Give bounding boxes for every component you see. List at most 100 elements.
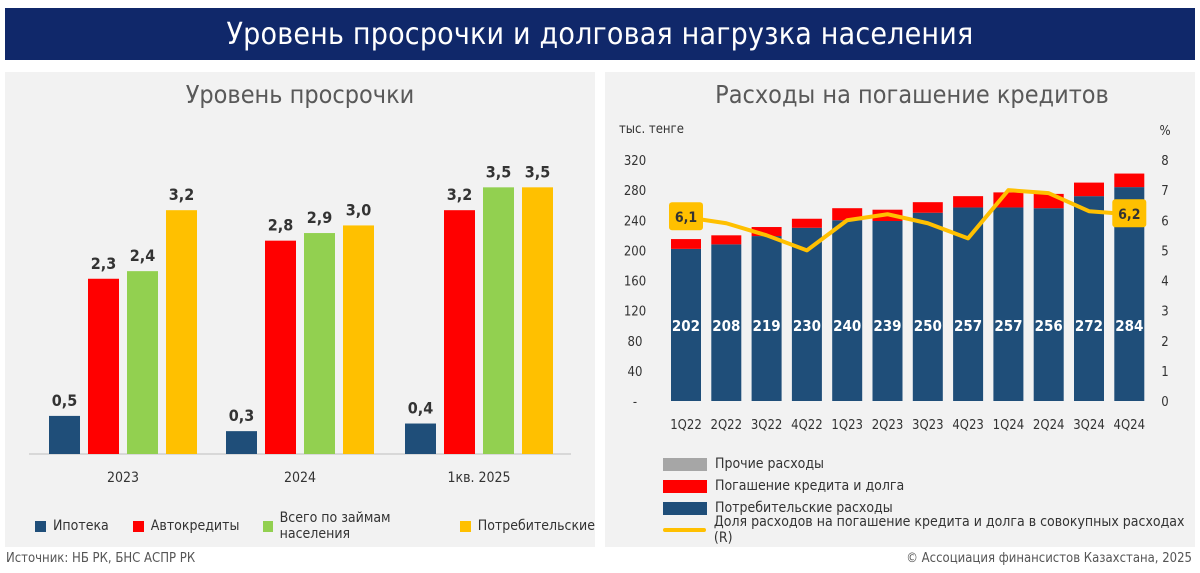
- expenses-chart: тыс. тенге % - 40 80 120 160 200 240 280 320 0 1 2 3 4 5…: [619, 122, 1171, 433]
- y-tick-label: -: [633, 395, 637, 410]
- bar-value-label: 256: [1035, 317, 1063, 335]
- y2-tick-label: 3: [1161, 305, 1168, 320]
- y-tick-label: 80: [628, 335, 643, 350]
- bar-value-label: 202: [672, 317, 700, 335]
- y2-tick-label: 8: [1161, 154, 1168, 169]
- x-tick-label: 4Q22: [791, 418, 823, 433]
- x-tick-label: 2Q22: [711, 418, 743, 433]
- stacked-bar-segment: [912, 212, 943, 401]
- legend-item-dolya: Доля расходов на погашение кредита и дол…: [663, 514, 1195, 546]
- x-tick-label: 1Q24: [993, 418, 1025, 433]
- legend-label-ipoteka: Ипотека: [53, 518, 109, 534]
- stacked-bar-segment: [751, 227, 782, 237]
- bar-value-label: 208: [712, 317, 740, 335]
- bar-value-label: 2,9: [307, 208, 333, 227]
- overdue-legend: Ипотека Автокредиты Всего по займам насе…: [35, 510, 595, 542]
- x-tick-label: 2024: [284, 470, 316, 486]
- legend-swatch-ipoteka: [35, 520, 46, 532]
- bar-value-label: 3,5: [525, 162, 551, 181]
- x-tick-label: 3Q23: [912, 418, 944, 433]
- stacked-bar-segment: [1074, 182, 1104, 197]
- x-tick-label: 3Q24: [1073, 418, 1105, 433]
- page-title: Уровень просрочки и долговая нагрузка на…: [5, 8, 1195, 60]
- bar: [483, 187, 514, 454]
- stacked-bar-segment: [1033, 208, 1064, 401]
- legend-item-vsego: Всего по займам населения: [263, 510, 435, 542]
- y-tick-label: 120: [624, 305, 646, 320]
- y2-tick-label: 1: [1161, 365, 1168, 380]
- overdue-chart: 0,5 2,3 2,4 3,2 2023 0,3 2,8 2,9 3,0 2024 0,4 3,2 3,…: [29, 162, 571, 486]
- bar-value-label: 2,4: [130, 246, 156, 265]
- stacked-bar-segment: [1114, 173, 1145, 188]
- bar-value-label: 3,2: [447, 185, 473, 204]
- bar-value-label: 0,4: [408, 399, 434, 418]
- bar-value-label: 230: [793, 317, 821, 335]
- x-tick-label: 1кв. 2025: [447, 470, 510, 486]
- source-note: Источник: НБ РК, БНС АСПР РК: [6, 551, 196, 566]
- bar-value-label: 0,5: [52, 391, 78, 410]
- x-tick-label: 1Q23: [831, 418, 863, 433]
- stacked-bar-segment: [791, 218, 822, 228]
- stacked-bar-segment: [953, 196, 984, 208]
- stacked-bar-segment: [791, 227, 822, 401]
- bar: [522, 187, 553, 454]
- stacked-bar-segment: [832, 220, 863, 401]
- legend-line-dolya: [663, 528, 706, 532]
- legend-label-prochie: Прочие расходы: [715, 456, 825, 472]
- y2-tick-label: 0: [1161, 395, 1168, 410]
- legend-label-vsego: Всего по займам населения: [279, 510, 391, 542]
- x-tick-label: 4Q24: [1114, 418, 1146, 433]
- stacked-bar-segment: [1074, 196, 1104, 401]
- legend-item-pogashenie: Погашение кредита и долга: [663, 475, 1195, 497]
- line-value-box: [669, 202, 703, 231]
- bar: [166, 210, 197, 454]
- expenses-legend: Прочие расходы Погашение кредита и долга…: [663, 453, 1195, 546]
- legend-label-potreb-rashody: Потребительские расходы: [715, 500, 893, 516]
- share-line: [685, 188, 1130, 253]
- bar-value-label: 250: [914, 317, 942, 335]
- legend-swatch-avto: [132, 520, 144, 532]
- legend-swatch-pogashenie: [663, 479, 707, 493]
- bar: [226, 431, 257, 454]
- legend-swatch-vsego: [263, 520, 273, 532]
- y-tick-label: 280: [624, 184, 646, 199]
- stacked-bar-segment: [872, 221, 903, 401]
- stacked-bar-segment: [671, 248, 701, 401]
- y-tick-label: 40: [628, 365, 643, 380]
- bar: [127, 271, 158, 454]
- bar: [405, 423, 436, 454]
- bar: [88, 278, 119, 454]
- y2-tick-label: 5: [1161, 244, 1168, 259]
- bar-value-label: 2,8: [268, 216, 294, 235]
- bar-value-label: 257: [994, 317, 1022, 335]
- bar-value-label: 3,0: [346, 200, 372, 219]
- y-tick-label: 320: [624, 154, 646, 169]
- bar-value-label: 2,3: [91, 254, 117, 273]
- legend-label-pogashenie: Погашение кредита и долга: [715, 478, 905, 494]
- bar: [49, 415, 80, 454]
- bar: [343, 225, 374, 454]
- left-axis-unit: тыс. тенге: [619, 122, 684, 137]
- x-tick-label: 1Q22: [670, 418, 702, 433]
- line-value-box: [1112, 199, 1147, 228]
- legend-item-avto: Автокредиты: [132, 510, 240, 542]
- bar-value-label: 3,2: [169, 185, 195, 204]
- bar: [444, 210, 475, 454]
- y2-tick-label: 4: [1161, 275, 1168, 290]
- expenses-chart-title: Расходы на погашение кредитов: [715, 80, 1109, 109]
- bar-value-label: 219: [753, 317, 781, 335]
- y-tick-label: 200: [624, 244, 646, 259]
- line-value-label: 6,2: [1118, 207, 1140, 223]
- legend-label-dolya: Доля расходов на погашение кредита и дол…: [713, 514, 1185, 546]
- y-tick-label: 240: [624, 214, 646, 229]
- bar-value-label: 284: [1115, 317, 1143, 335]
- x-tick-label: 4Q23: [952, 418, 984, 433]
- credit-expenses-panel: Расходы на погашение кредитов тыс. тенге…: [605, 72, 1195, 547]
- x-tick-label: 2Q24: [1033, 418, 1065, 433]
- bar-value-label: 272: [1075, 317, 1103, 335]
- y2-tick-label: 7: [1161, 184, 1168, 199]
- legend-label-avto: Автокредиты: [150, 518, 240, 534]
- right-axis-unit: %: [1159, 124, 1170, 139]
- legend-swatch-potreb-rashody: [663, 501, 707, 515]
- stacked-bar-segment: [751, 236, 782, 401]
